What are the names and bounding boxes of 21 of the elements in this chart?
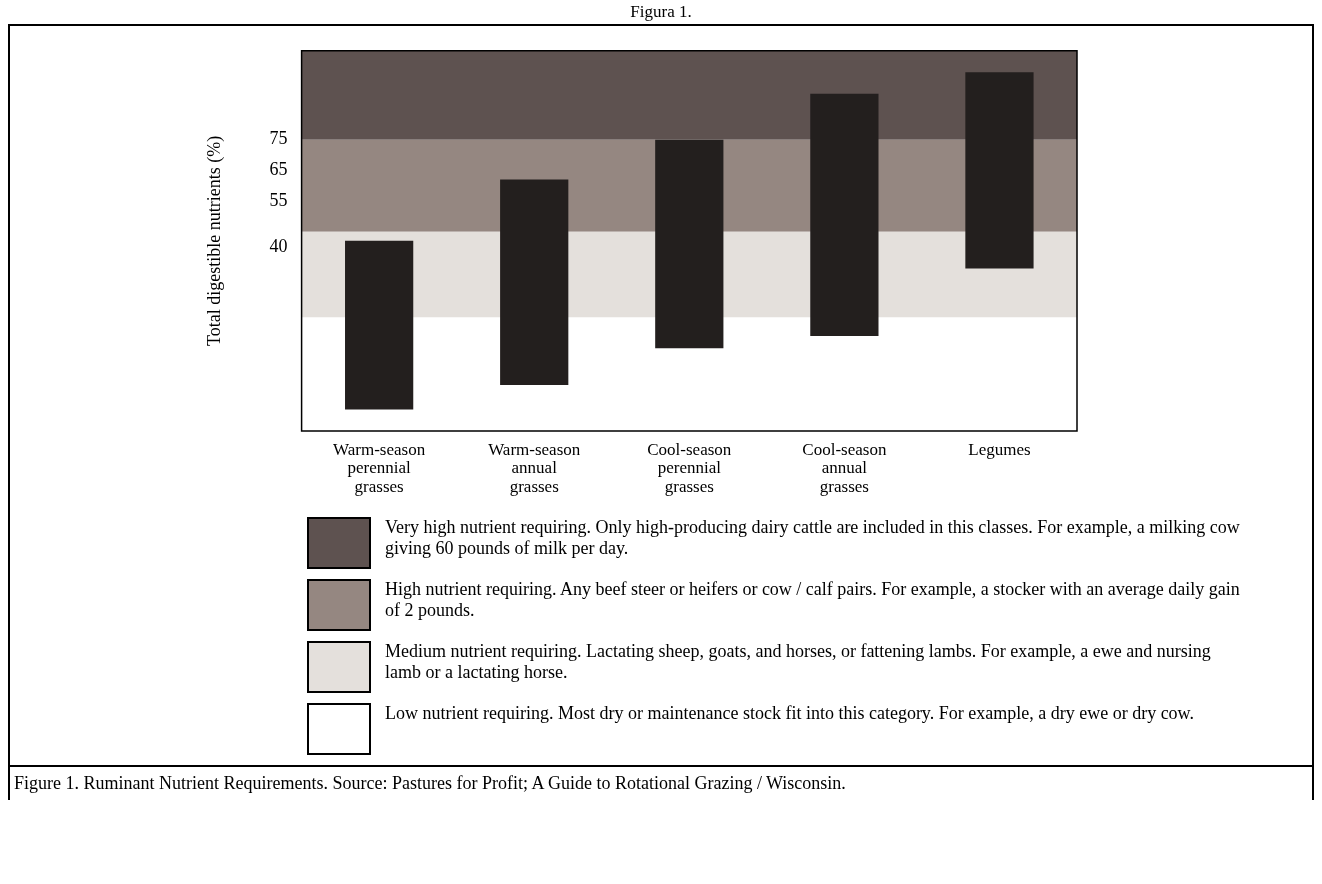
text: Medium nutrient requiring. Lactating sheep, goats, and horses, or fattening lambs. For example, a ewe and nursing lamb or a lactating horse.: [385, 641, 1212, 683]
bar: [655, 139, 724, 349]
text: High nutrient requiring. Any beef steer or heifers or cow / calf pairs. For example, a stocker with an average daily gain of 2 pounds.: [385, 579, 1241, 621]
y-tick-label: 40: [269, 235, 288, 256]
x-tick-label: Warm-season annual grasses: [488, 439, 581, 497]
x-tick-label: Cool-season annual grasses: [802, 439, 887, 497]
x-tick-label: Cool-season perennial grasses: [647, 439, 732, 497]
text: Very high nutrient requiring. Only high-producing dairy cattle are included in this classes. For example, a milking cow giving 60 pounds of milk per day.: [385, 517, 1241, 559]
bar: [965, 72, 1034, 269]
y-tick-label: 75: [269, 128, 288, 149]
bar: [810, 93, 879, 336]
caption: Figure 1. Ruminant Nutrient Requirements. Source: Pastures for Profit; A Guide to Rotational Grazing / Wisconsin.: [10, 765, 1312, 800]
text: Low nutrient requiring. Most dry or maintenance stock fit into this category. For example, a dry ewe or dry cow.: [385, 703, 1195, 724]
chart-title: Figura 1.: [629, 2, 693, 22]
y-tick-label: 65: [269, 159, 288, 180]
x-tick-label: Legumes: [968, 439, 1031, 459]
x-tick-label: Warm-season perennial grasses: [333, 439, 426, 497]
y-tick-label: 55: [269, 189, 288, 210]
y-axis-title: Total digestible nutrients (%): [203, 135, 225, 346]
bar: [500, 179, 569, 385]
bar: [345, 240, 414, 410]
